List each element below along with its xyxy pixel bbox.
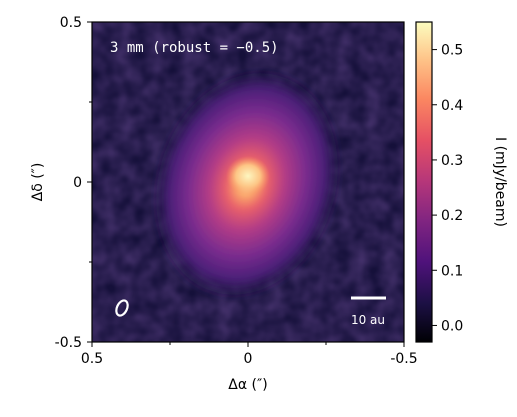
disc-core xyxy=(226,156,270,196)
colorbar-tick-label: 0.2 xyxy=(441,208,463,224)
y-tick-label: 0.5 xyxy=(60,15,82,31)
colorbar-tick-label: 0.4 xyxy=(441,98,463,114)
scale-bar-label: 10 au xyxy=(351,313,385,327)
y-tick-label: 0 xyxy=(73,175,82,191)
beam-ellipse xyxy=(115,299,129,317)
y-axis-label: Δδ (″) xyxy=(30,163,46,202)
colorbar-fill xyxy=(415,21,433,343)
image-panel xyxy=(92,22,404,342)
colorbar-ticks: 0.0 0.1 0.2 0.3 0.4 0.5 xyxy=(432,43,463,334)
colorbar-tick-label: 0.1 xyxy=(441,263,463,279)
x-axis: 0.5 0 -0.5 Δα (″) xyxy=(81,342,418,393)
x-tick-label: 0 xyxy=(244,351,253,367)
image-annotation: 3 mm (robust = −0.5) xyxy=(110,40,279,56)
colorbar-tick-label: 0.5 xyxy=(441,43,463,59)
colorbar-tick-label: 0.0 xyxy=(441,318,463,334)
colorbar: 0.0 0.1 0.2 0.3 0.4 0.5 I (mJy/beam) xyxy=(415,21,508,343)
colorbar-label: I (mJy/beam) xyxy=(492,137,508,227)
x-tick-label: 0.5 xyxy=(81,351,103,367)
x-axis-label: Δα (″) xyxy=(228,377,267,393)
x-tick-label: -0.5 xyxy=(390,351,417,367)
colorbar-tick-label: 0.3 xyxy=(441,153,463,169)
y-axis: 0.5 0 -0.5 Δδ (″) xyxy=(30,15,92,351)
y-tick-label: -0.5 xyxy=(55,335,82,351)
